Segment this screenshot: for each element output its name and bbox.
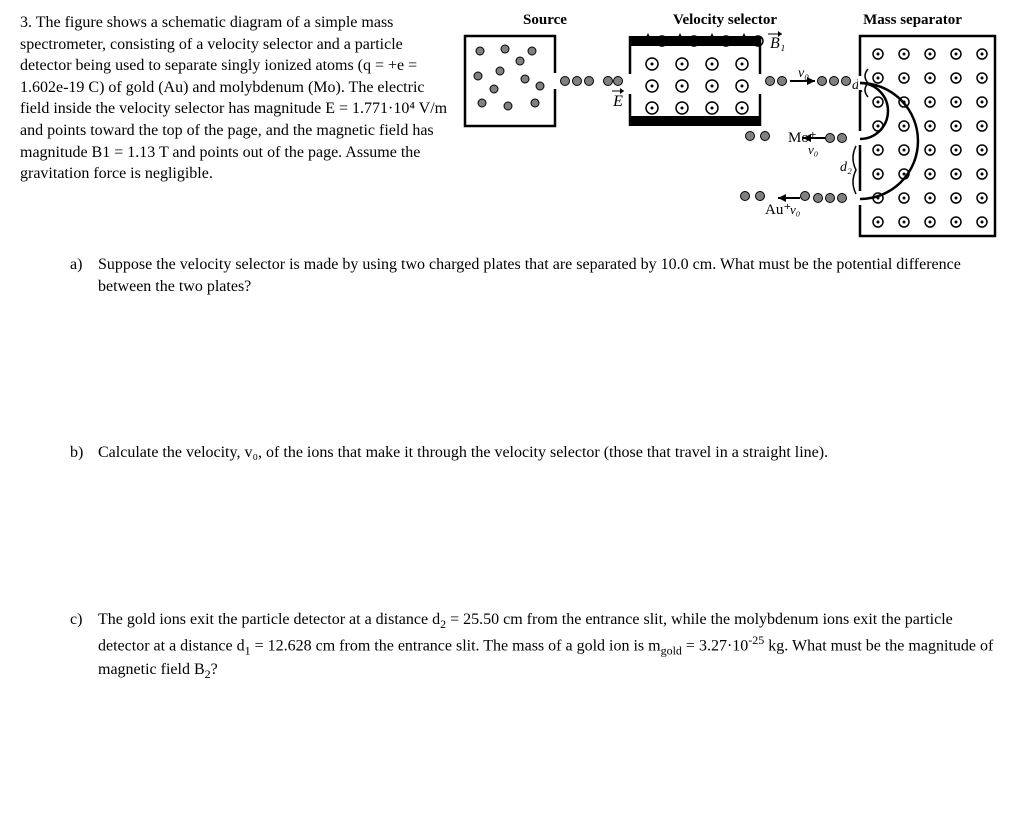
svg-text:v₀: v₀ [798, 66, 809, 81]
part-label-a: a) [70, 254, 98, 297]
part-label-b: b) [70, 442, 98, 464]
part-text-c: The gold ions exit the particle detector… [98, 609, 1004, 682]
question-part-b: b) Calculate the velocity, v₀, of the io… [70, 442, 1004, 464]
svg-text:B₁: B₁ [770, 35, 785, 52]
diagram-svg: EB₁v₀d₁Mo⁺v₀d₂Au⁺v₀ [460, 31, 1000, 241]
svg-text:v₀: v₀ [808, 142, 818, 157]
problem-intro-text: The figure shows a schematic diagram of … [20, 14, 447, 182]
spectrometer-diagram: Source Velocity selector Mass separator … [460, 12, 1004, 246]
part-label-c: c) [70, 609, 98, 682]
question-part-c: c) The gold ions exit the particle detec… [70, 609, 1004, 682]
question-part-a: a) Suppose the velocity selector is made… [70, 254, 1004, 297]
problem-number: 3. [20, 14, 32, 31]
part-text-b: Calculate the velocity, v₀, of the ions … [98, 442, 1004, 464]
part-text-a: Suppose the velocity selector is made by… [98, 254, 1004, 297]
diagram-label-velocity: Velocity selector [630, 12, 820, 29]
svg-text:E: E [612, 93, 623, 110]
problem-intro: 3. The figure shows a schematic diagram … [20, 12, 460, 185]
diagram-label-source: Source [470, 12, 620, 29]
svg-text:v₀: v₀ [790, 202, 800, 217]
diagram-label-mass: Mass separator [830, 12, 995, 29]
svg-text:d₂: d₂ [840, 160, 852, 175]
svg-text:Au⁺: Au⁺ [765, 202, 791, 218]
